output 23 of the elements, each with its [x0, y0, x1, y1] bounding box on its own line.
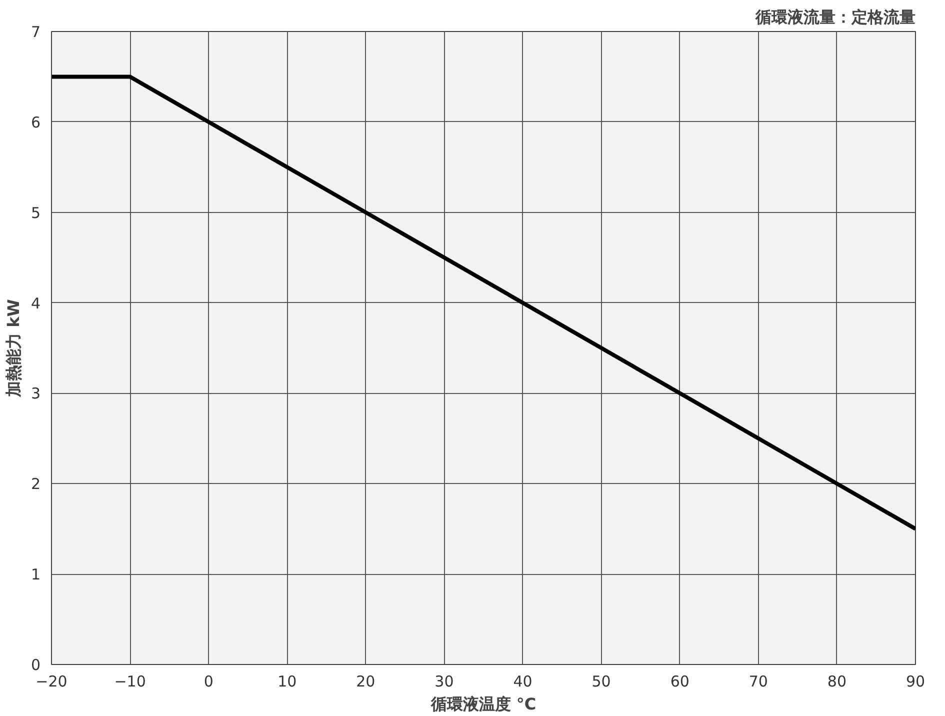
x-tick-label: −10: [114, 672, 146, 690]
y-tick-label: 4: [30, 294, 41, 312]
y-tick-label: 7: [30, 23, 41, 41]
y-tick-label: 5: [30, 204, 41, 222]
x-tick-label: 50: [592, 672, 611, 690]
x-tick-label: 60: [670, 672, 690, 690]
x-tick-label: 20: [356, 672, 376, 690]
x-tick-label: 30: [434, 672, 454, 690]
x-tick-label: 40: [513, 672, 532, 690]
x-tick-label: 70: [748, 672, 768, 690]
y-tick-label: 2: [30, 475, 41, 494]
x-tick-label: 90: [906, 672, 926, 690]
x-tick-label: 0: [204, 672, 214, 690]
x-axis-title: 循環液温度 °C: [430, 694, 536, 714]
y-tick-label: 3: [30, 384, 41, 403]
y-tick-label: 6: [30, 113, 41, 132]
x-tick-label: −20: [36, 672, 68, 690]
chart-subtitle: 循環液流量：定格流量: [754, 8, 916, 26]
x-tick-label: 80: [827, 672, 847, 690]
y-tick-label: 0: [30, 656, 41, 674]
y-axis-title: 加熱能力 kW: [4, 298, 23, 398]
x-tick-label: 10: [278, 672, 297, 690]
y-tick-label: 1: [30, 566, 41, 584]
